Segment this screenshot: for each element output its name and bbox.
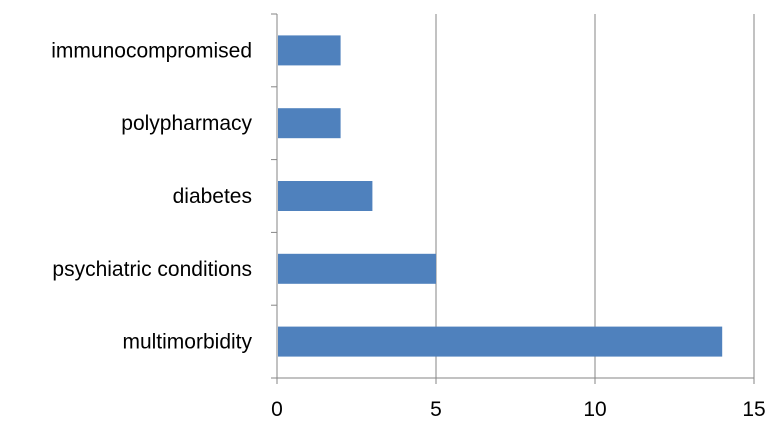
category-label-diabetes: diabetes <box>173 185 252 208</box>
category-label-psychiatric-conditions: psychiatric conditions <box>52 258 252 281</box>
category-labels: immunocompromised polypharmacy diabetes psy… <box>51 39 252 353</box>
category-label-immunocompromised: immunocompromised <box>51 39 252 62</box>
x-tick-label-10: 10 <box>583 398 606 421</box>
tick-labels: 0 5 10 15 <box>271 398 766 421</box>
gridlines <box>435 14 755 378</box>
category-label-polypharmacy: polypharmacy <box>121 112 252 135</box>
bar-multimorbidity <box>278 326 723 357</box>
bar-polypharmacy <box>278 108 341 139</box>
bars <box>278 35 723 357</box>
category-label-multimorbidity: multimorbidity <box>122 331 252 354</box>
bar-diabetes <box>278 181 373 211</box>
bar-immunocompromised <box>278 35 341 66</box>
bar-psychiatric-conditions <box>278 253 436 284</box>
x-tick-label-15: 15 <box>742 398 765 421</box>
axes <box>271 13 755 384</box>
x-tick-label-0: 0 <box>271 398 283 421</box>
x-tick-label-5: 5 <box>430 398 442 421</box>
